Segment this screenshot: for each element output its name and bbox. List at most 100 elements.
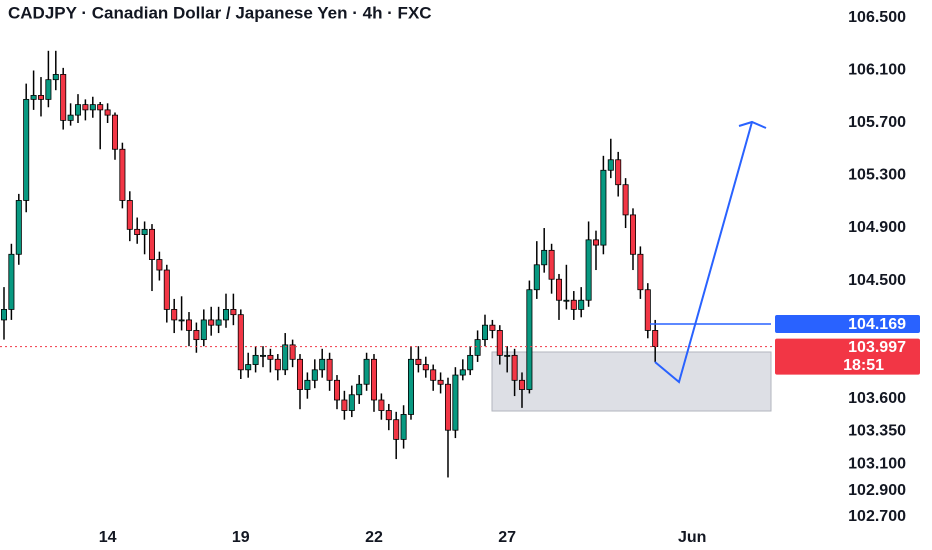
candle-body bbox=[156, 259, 163, 271]
x-tick-label: 22 bbox=[365, 529, 383, 546]
candle-body bbox=[134, 228, 141, 235]
candle-body bbox=[104, 109, 111, 116]
candle-body bbox=[518, 379, 525, 390]
candle-body bbox=[215, 319, 222, 326]
arrow-head bbox=[738, 120, 767, 129]
candle-body bbox=[282, 344, 289, 371]
candle-body bbox=[496, 330, 503, 356]
candle-body bbox=[592, 239, 599, 246]
x-tick-label: 27 bbox=[498, 529, 516, 546]
candle-body bbox=[82, 104, 89, 111]
candle-body bbox=[274, 358, 281, 371]
y-tick-label: 106.500 bbox=[848, 9, 906, 26]
last-price-label: 103.997 bbox=[848, 339, 906, 356]
candle-body bbox=[504, 354, 511, 357]
candle-body bbox=[363, 358, 370, 385]
candle-body bbox=[178, 319, 185, 322]
candles bbox=[0, 50, 659, 478]
last-price-box bbox=[775, 338, 920, 375]
x-tick-label: Jun bbox=[678, 529, 706, 546]
candle-body bbox=[141, 228, 148, 235]
y-tick-label: 104.500 bbox=[848, 272, 906, 289]
level-label: 104.169 bbox=[848, 316, 906, 333]
candle-body bbox=[30, 95, 37, 100]
candle-body bbox=[437, 379, 444, 385]
candle-body bbox=[348, 394, 355, 411]
countdown-label: 18:51 bbox=[843, 357, 884, 374]
candle-body bbox=[467, 354, 474, 371]
candle-body bbox=[163, 269, 170, 310]
candle-body bbox=[148, 228, 155, 260]
candle-body bbox=[45, 79, 52, 100]
candle-body bbox=[296, 358, 303, 390]
candle-body bbox=[585, 239, 592, 301]
candle-body bbox=[607, 159, 614, 171]
candle-body bbox=[267, 354, 274, 360]
candle-body bbox=[629, 214, 636, 255]
candle-body bbox=[304, 379, 311, 390]
candle-body bbox=[378, 399, 385, 411]
candle-body bbox=[111, 114, 118, 150]
candle-body bbox=[245, 364, 252, 371]
candle-body bbox=[407, 358, 414, 415]
candle-body bbox=[208, 319, 215, 326]
candle-body bbox=[193, 330, 200, 341]
candle-body bbox=[319, 358, 326, 371]
candle-body bbox=[185, 319, 192, 331]
candle-body bbox=[333, 379, 340, 401]
candle-body bbox=[171, 309, 178, 321]
y-tick-label: 106.100 bbox=[848, 62, 906, 79]
candle-body bbox=[341, 399, 348, 411]
candle-body bbox=[555, 278, 562, 301]
y-tick-label: 103.100 bbox=[848, 456, 906, 473]
x-tick-label: 14 bbox=[99, 529, 117, 546]
y-tick-label: 104.900 bbox=[848, 219, 906, 236]
candle-body bbox=[119, 148, 126, 201]
candle-body bbox=[15, 200, 22, 255]
candle-body bbox=[67, 114, 74, 121]
candle-body bbox=[570, 299, 577, 310]
candle-body bbox=[452, 374, 459, 431]
candle-body bbox=[60, 74, 67, 121]
projection-arrow bbox=[654, 121, 753, 384]
candle-body bbox=[311, 369, 318, 381]
candle-body bbox=[222, 309, 229, 321]
zone-box bbox=[491, 351, 772, 412]
candle-body bbox=[0, 309, 7, 321]
candle-body bbox=[526, 289, 533, 390]
candle-body bbox=[600, 169, 607, 246]
candle-body bbox=[511, 354, 518, 381]
candle-body bbox=[230, 309, 237, 316]
candle-body bbox=[97, 104, 104, 111]
candle-body bbox=[400, 414, 407, 440]
y-tick-label: 105.300 bbox=[848, 167, 906, 184]
y-tick-label: 102.700 bbox=[848, 508, 906, 525]
candle-body bbox=[74, 104, 81, 116]
candle-body bbox=[422, 364, 429, 371]
candle-body bbox=[385, 410, 392, 421]
candle-body bbox=[393, 419, 400, 440]
candle-body bbox=[637, 253, 644, 291]
candle-body bbox=[89, 104, 96, 111]
candle-body bbox=[541, 249, 548, 266]
candle-body bbox=[52, 74, 59, 81]
candle-body bbox=[548, 249, 555, 280]
candle-body bbox=[652, 330, 659, 347]
candle-body bbox=[444, 383, 451, 431]
candle-body bbox=[326, 358, 333, 381]
candle-body bbox=[533, 264, 540, 291]
candle-body bbox=[474, 339, 481, 356]
candle-body bbox=[644, 289, 651, 331]
candle-body bbox=[370, 358, 377, 401]
chart-title: CADJPY · Canadian Dollar / Japanese Yen … bbox=[8, 3, 432, 22]
y-tick-label: 103.600 bbox=[848, 390, 906, 407]
candle-body bbox=[563, 299, 570, 302]
x-tick-label: 19 bbox=[232, 529, 250, 546]
candle-body bbox=[356, 383, 363, 396]
candle-body bbox=[126, 200, 133, 230]
candle-body bbox=[289, 344, 296, 360]
candle-body bbox=[259, 354, 266, 357]
candle-body bbox=[237, 314, 244, 371]
